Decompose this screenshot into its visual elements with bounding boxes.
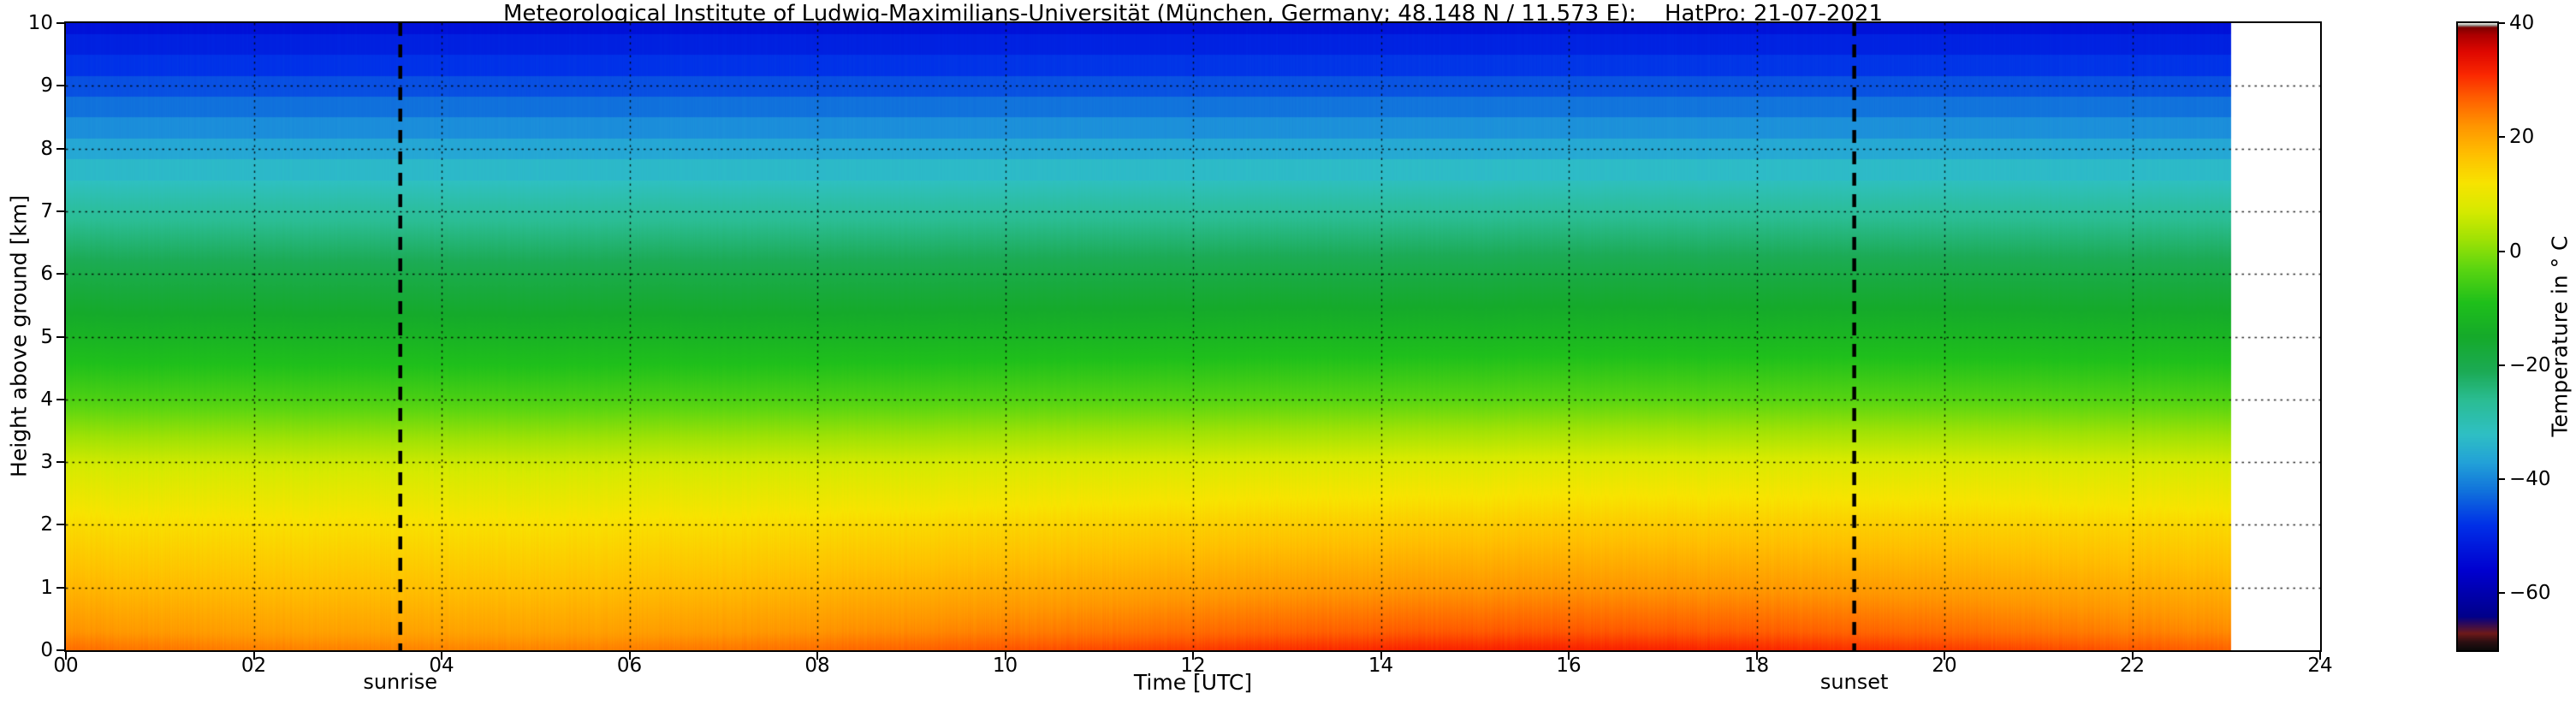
tick-mark [1568,652,1570,660]
tick-mark [441,652,442,660]
x-tick-label: 20 [1932,655,1957,677]
y-tick-label: 10 [27,12,53,34]
plot-area [64,21,2322,652]
tick-mark [56,461,64,464]
tick-mark [56,335,64,338]
tick-mark [56,273,64,275]
tick-mark [1944,652,1945,660]
y-tick-label: 6 [40,263,53,286]
x-tick-label: 04 [429,655,454,677]
x-tick-label: 08 [804,655,830,677]
x-axis-label: Time [UTC] [1133,670,1253,695]
tick-mark [56,85,64,87]
tick-mark [816,652,818,660]
tick-mark [65,652,67,660]
colorbar-canvas [2458,23,2497,650]
x-tick-label: 12 [1180,655,1206,677]
y-axis-label: Height above ground [km] [6,195,32,477]
tick-mark [1192,652,1194,660]
tick-mark [2499,136,2505,139]
colorbar-tick-label: −40 [2509,468,2551,491]
y-tick-label: 2 [40,513,53,536]
x-tick-label: 06 [616,655,643,677]
tick-mark [56,398,64,400]
colorbar-tick-label: −60 [2509,582,2551,605]
colorbar-tick-label: −20 [2509,353,2551,376]
y-tick-label: 9 [40,74,53,98]
tick-mark [56,210,64,212]
y-tick-label: 1 [40,576,53,599]
x-tick-label: 24 [2307,655,2333,677]
tick-mark [2499,364,2505,366]
y-tick-label: 7 [40,199,53,222]
tick-mark [2499,250,2505,252]
sunset-label: sunset [1819,670,1889,694]
tick-mark [2499,22,2505,24]
tick-mark [56,524,64,526]
tick-mark [56,22,64,24]
tick-mark [628,652,631,660]
y-tick-label: 4 [40,388,53,411]
tick-mark [1004,652,1006,660]
x-tick-label: 10 [992,655,1018,677]
tick-mark [2499,592,2505,595]
y-tick-label: 5 [40,325,53,348]
x-tick-label: 00 [53,655,79,677]
tick-mark [252,652,255,660]
x-tick-label: 18 [1743,655,1770,677]
x-tick-label: 22 [2119,655,2146,677]
colorbar-tick-label: 20 [2509,126,2535,149]
tick-mark [2499,478,2505,481]
y-tick-label: 0 [40,639,53,661]
y-tick-label: 3 [40,451,53,474]
tick-mark [56,147,64,150]
x-tick-label: 16 [1556,655,1582,677]
tick-mark [56,586,64,589]
x-tick-label: 02 [240,655,267,677]
tick-mark [2319,652,2321,660]
tick-mark [1755,652,1758,660]
colorbar [2456,21,2499,652]
x-tick-label: 14 [1368,655,1394,677]
colorbar-tick-label: 0 [2509,240,2522,263]
sunrise-label: sunrise [363,670,438,694]
tick-mark [56,649,64,651]
colorbar-label: Temperature in ° C [2547,235,2573,437]
heatmap-canvas [66,23,2320,650]
colorbar-tick-label: 40 [2509,12,2535,34]
tick-mark [2131,652,2134,660]
tick-mark [1380,652,1382,660]
y-tick-label: 8 [40,137,53,160]
